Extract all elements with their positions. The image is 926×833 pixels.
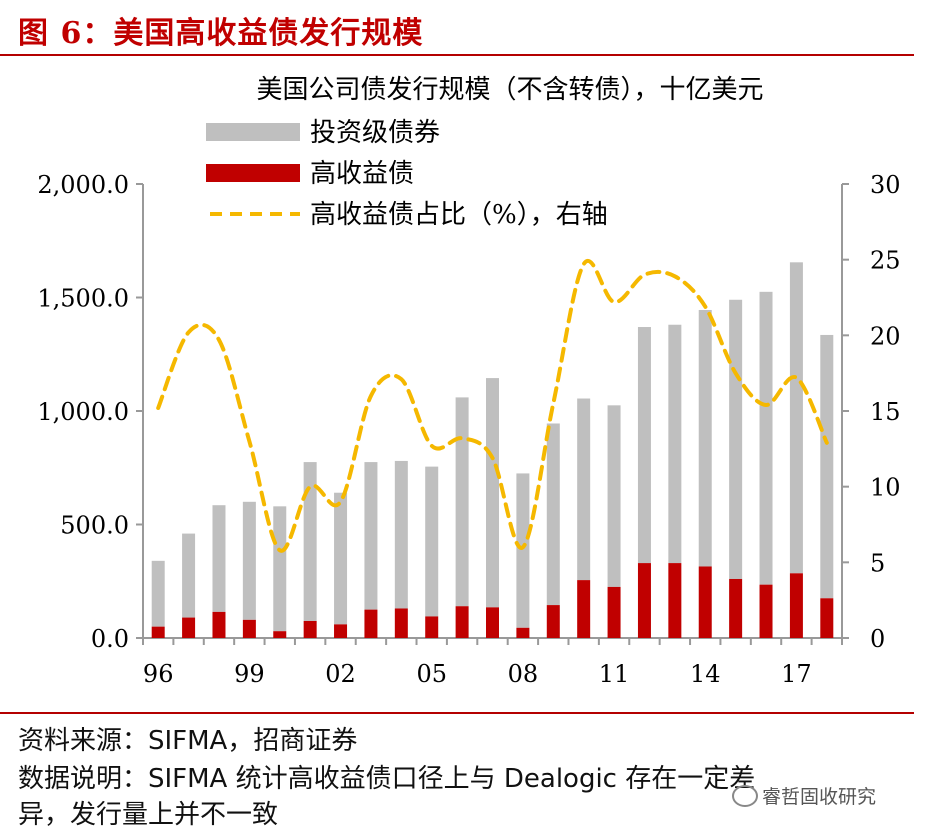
- bar-investment-grade: [668, 324, 682, 564]
- ratio-line-path: [156, 259, 829, 553]
- chart: 美国公司债发行规模（不含转债），十亿美元 投资级债券高收益债高收益债占比（%），…: [37, 75, 900, 688]
- bar-high-yield: [759, 584, 773, 638]
- bar-investment-grade: [212, 505, 226, 612]
- x-tick-label: 05: [416, 660, 447, 688]
- left-tick-label: 1,500.0: [37, 285, 129, 313]
- top-divider: [0, 54, 914, 56]
- bottom-divider: [0, 712, 914, 714]
- chart-title: 美国公司债发行规模（不含转债），十亿美元: [256, 75, 763, 105]
- watermark: 睿哲固收研究: [732, 782, 876, 809]
- bar-high-yield: [546, 605, 560, 638]
- right-tick-label: 25: [870, 247, 901, 275]
- legend-swatch-investment-grade: [206, 123, 300, 141]
- bar-high-yield: [668, 563, 682, 638]
- right-tick-label: 10: [870, 474, 901, 502]
- bar-high-yield: [607, 586, 621, 638]
- bar-investment-grade: [820, 334, 834, 599]
- right-tick-label: 30: [870, 171, 901, 199]
- bar-high-yield: [334, 624, 348, 638]
- wechat-icon: [732, 784, 758, 807]
- bar-high-yield: [425, 616, 439, 638]
- bar-investment-grade: [698, 309, 712, 567]
- watermark-text: 睿哲固收研究: [762, 786, 877, 808]
- legend-swatch-high-yield: [206, 164, 300, 182]
- bar-investment-grade: [729, 299, 743, 579]
- bar-investment-grade: [303, 462, 317, 621]
- bar-investment-grade: [516, 473, 530, 628]
- bar-high-yield: [455, 606, 469, 638]
- bar-high-yield: [182, 617, 196, 638]
- bar-investment-grade: [394, 460, 408, 609]
- bar-high-yield: [273, 631, 287, 638]
- x-tick-label: 08: [508, 660, 539, 688]
- bar-high-yield: [577, 580, 591, 638]
- x-tick-label: 02: [325, 660, 356, 688]
- bar-investment-grade: [455, 397, 469, 607]
- bar-investment-grade: [151, 560, 165, 627]
- bar-high-yield: [698, 566, 712, 638]
- bar-investment-grade: [789, 262, 803, 574]
- x-tick-label: 14: [690, 660, 721, 688]
- legend-label: 高收益债: [310, 159, 414, 189]
- data-note-line2: 异，发行量上并不一致: [18, 800, 279, 830]
- bar-investment-grade: [364, 462, 378, 610]
- legend-label: 高收益债占比（%），右轴: [310, 200, 608, 230]
- left-tick-label: 500.0: [60, 512, 129, 540]
- figure-title: 图 6：美国高收益债发行规模: [18, 16, 424, 51]
- bar-investment-grade: [334, 492, 348, 625]
- bar-high-yield: [789, 573, 803, 638]
- left-tick-label: 1,000.0: [37, 398, 129, 426]
- source-note: 资料来源：SIFMA，招商证券: [18, 726, 358, 756]
- right-tick-label: 0: [870, 625, 885, 653]
- bar-high-yield: [516, 627, 530, 638]
- left-tick-label: 2,000.0: [37, 171, 129, 199]
- bar-high-yield: [394, 608, 408, 638]
- right-tick-label: 20: [870, 322, 901, 350]
- bar-investment-grade: [546, 423, 560, 606]
- right-tick-label: 5: [870, 549, 885, 577]
- bar-investment-grade: [607, 405, 621, 587]
- bar-investment-grade: [182, 533, 196, 618]
- right-tick-label: 15: [870, 398, 901, 426]
- x-tick-label: 96: [143, 660, 174, 688]
- data-note-line1: 数据说明：SIFMA 统计高收益债口径上与 Dealogic 存在一定差: [18, 764, 756, 794]
- bars: [151, 262, 834, 638]
- bar-investment-grade: [425, 466, 439, 617]
- bar-high-yield: [364, 609, 378, 638]
- bar-investment-grade: [637, 327, 651, 564]
- bar-high-yield: [729, 578, 743, 638]
- bar-investment-grade: [577, 398, 591, 581]
- bar-high-yield: [637, 563, 651, 638]
- bar-high-yield: [151, 626, 165, 638]
- x-tick-label: 17: [781, 660, 812, 688]
- bar-high-yield: [303, 620, 317, 638]
- axes: 0.0500.01,000.01,500.02,000.005101520253…: [37, 171, 900, 688]
- ratio-line: [156, 259, 829, 553]
- bar-investment-grade: [759, 291, 773, 585]
- bar-high-yield: [212, 611, 226, 638]
- bar-investment-grade: [242, 501, 256, 620]
- bar-investment-grade: [273, 506, 287, 632]
- x-tick-label: 99: [234, 660, 265, 688]
- bar-high-yield: [486, 607, 499, 638]
- legend-label: 投资级债券: [310, 118, 440, 148]
- bar-high-yield: [820, 598, 834, 638]
- left-tick-label: 0.0: [91, 625, 129, 653]
- bar-investment-grade: [486, 378, 499, 608]
- x-tick-label: 11: [599, 660, 630, 688]
- bar-high-yield: [242, 619, 256, 638]
